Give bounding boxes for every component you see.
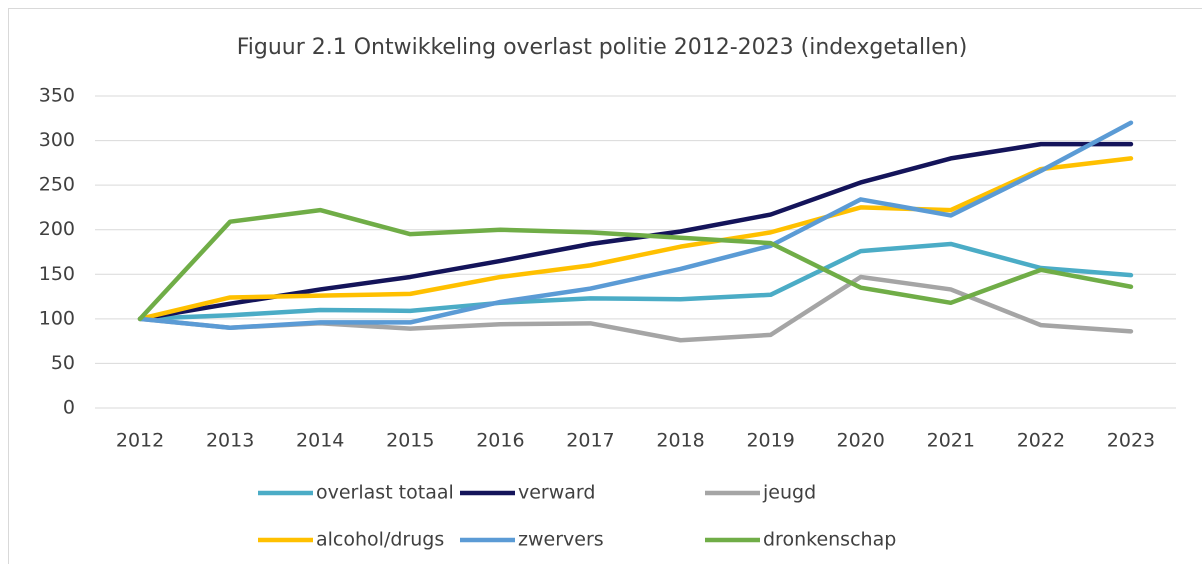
- series-line: [137, 141, 1134, 322]
- legend-label: zwervers: [518, 529, 604, 551]
- y-tick-label: 50: [51, 352, 75, 374]
- y-tick-label: 350: [39, 85, 75, 107]
- x-tick-label: 2013: [206, 430, 254, 452]
- chart-title: Figuur 2.1 Ontwikkeling overlast politie…: [237, 35, 968, 60]
- series-line: [137, 156, 1134, 322]
- legend-label: overlast totaal: [316, 482, 454, 504]
- y-tick-label: 100: [39, 307, 75, 329]
- x-tick-label: 2014: [296, 430, 344, 452]
- x-tick-label: 2022: [1017, 430, 1065, 452]
- x-tick-label: 2019: [746, 430, 794, 452]
- y-tick-label: 0: [63, 397, 75, 419]
- x-tick-label: 2020: [837, 430, 885, 452]
- series-line: [137, 207, 1134, 322]
- x-tick-label: 2018: [656, 430, 704, 452]
- y-tick-label: 200: [39, 218, 75, 240]
- x-tick-label: 2023: [1107, 430, 1155, 452]
- legend-label: alcohol/drugs: [316, 529, 444, 551]
- legend-label: dronkenschap: [763, 529, 896, 551]
- x-tick-label: 2021: [927, 430, 975, 452]
- series-line: [137, 274, 1134, 343]
- legend-label: jeugd: [762, 482, 816, 504]
- y-tick-label: 250: [39, 174, 75, 196]
- y-tick-label: 150: [39, 263, 75, 285]
- x-tick-label: 2016: [476, 430, 524, 452]
- chart-border: [8, 8, 1202, 564]
- legend-label: verward: [518, 482, 595, 504]
- x-tick-label: 2012: [116, 430, 164, 452]
- series-line: [137, 120, 1134, 331]
- series-line: [137, 241, 1134, 322]
- x-tick-label: 2015: [386, 430, 434, 452]
- y-tick-label: 300: [39, 129, 75, 151]
- x-tick-label: 2017: [566, 430, 614, 452]
